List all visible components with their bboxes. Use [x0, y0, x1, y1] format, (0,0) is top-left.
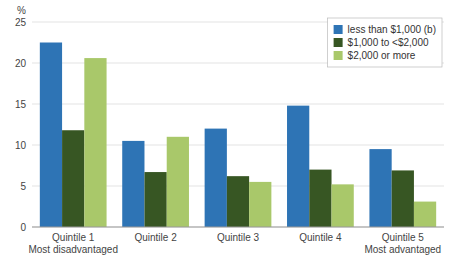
bar: [392, 170, 414, 227]
bar: [122, 141, 144, 227]
bar: [167, 137, 189, 227]
bar: [227, 176, 249, 227]
grid: [32, 22, 444, 227]
bar: [205, 129, 227, 227]
bar: [414, 202, 436, 227]
grid-line: [32, 227, 444, 228]
x-tick-label: Quintile 5Most advantaged: [364, 232, 441, 255]
bar: [332, 184, 354, 227]
legend-label: $1,000 to <$2,000: [348, 37, 429, 48]
legend-swatch: [334, 25, 343, 34]
x-tick-label: Quintile 4: [299, 232, 342, 243]
y-tick-label: 20: [15, 58, 27, 69]
legend-swatch: [334, 38, 343, 47]
x-tick-label: Quintile 3: [217, 232, 260, 243]
y-tick-label: 5: [20, 181, 26, 192]
legend-label: less than $1,000 (b): [348, 24, 436, 35]
bar: [84, 58, 106, 227]
x-axis-line: [32, 227, 444, 228]
bars: [40, 43, 436, 228]
y-tick-label: 0: [20, 222, 26, 233]
y-tick-label: 10: [15, 140, 27, 151]
legend-frame: [328, 18, 442, 67]
x-tick-label: Quintile 2: [134, 232, 177, 243]
bar: [144, 172, 166, 227]
bar: [40, 43, 62, 228]
bar: [369, 149, 391, 227]
x-tick-label: Quintile 1Most disadvantaged: [28, 232, 118, 255]
chart: 0 5 10 15 20 25% Quintile 1Most disadvantaged Q…: [0, 0, 454, 265]
y-tick-label: 15: [15, 99, 27, 110]
y-axis-label: %: [17, 5, 26, 16]
legend-label: $2,000 or more: [348, 50, 416, 61]
legend-swatch: [334, 51, 343, 60]
bar: [62, 130, 84, 227]
legend: less than $1,000 (b) $1,000 to <$2,000 $2,…: [328, 18, 442, 67]
bar: [287, 106, 309, 227]
bar: [309, 170, 331, 227]
y-tick-label: 25: [15, 17, 27, 28]
bar: [249, 182, 271, 227]
